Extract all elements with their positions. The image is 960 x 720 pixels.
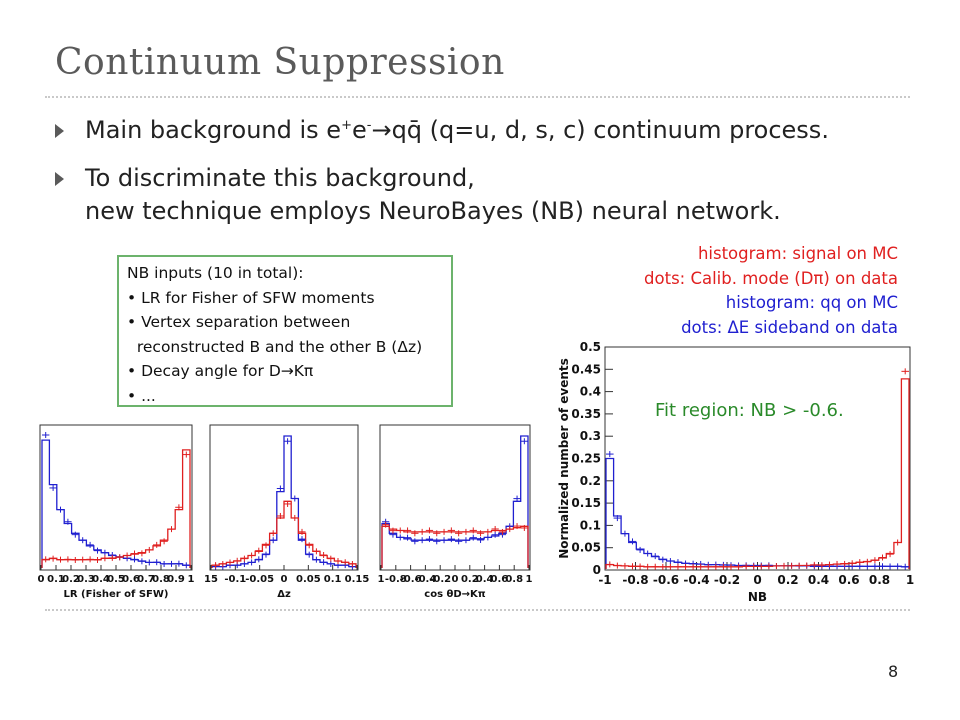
x-tick-label: 0.5	[107, 574, 125, 585]
plot-frame	[604, 346, 911, 571]
nb-input-item: reconstructed B and the other B (Δz)	[127, 337, 423, 356]
y-tick-label: 0.3	[580, 429, 601, 443]
fit-region-label: Fit region: NB > -0.6.	[655, 400, 844, 421]
y-tick-label: 0.5	[580, 340, 601, 354]
background-histogram	[41, 439, 191, 568]
x-tick-label: 0.8	[505, 574, 523, 585]
x-tick-label: 1	[188, 574, 195, 585]
x-tick-label: 0.6	[838, 573, 859, 587]
nb-input-item: • Vertex separation between	[127, 313, 351, 331]
x-tick-label: 15	[204, 574, 218, 585]
y-tick-label: 0.05	[571, 541, 601, 555]
y-tick-label: 0	[593, 563, 601, 577]
small-plot-1: 0 0.10.20.30.40.50.60.70.80.9 1 LR (Fisher …	[38, 424, 195, 600]
x-tick-label: 0.2	[62, 574, 80, 585]
y-tick-label: 0.45	[571, 362, 601, 376]
arrow-right-icon: →	[371, 116, 392, 144]
x-tick-label: 0	[452, 574, 459, 585]
x-axis-label: cos θD→Kπ	[424, 589, 486, 600]
y-tick-label: 0.1	[580, 518, 601, 532]
x-tick-label: 0	[753, 573, 761, 587]
nb-input-item: • Decay angle for D→Kπ	[127, 362, 314, 380]
x-tick-label: -0.8	[385, 574, 407, 585]
nb-plot: 0 0.05 0.1 0.15 0.2 0.25 0.3 0.35 0.4 0.45 0.5 -1 -0…	[557, 340, 914, 604]
x-tick-label: 0.05	[296, 574, 321, 585]
x-tick-label: 0.6	[122, 574, 140, 585]
slide-title: Continuum Suppression	[55, 42, 505, 83]
chart-legend-text: histogram: signal on MC dots: Calib. mod…	[644, 242, 898, 340]
x-tick-label: 0.2	[461, 574, 479, 585]
plot-frame	[379, 424, 531, 571]
x-tick-label: 0.4	[92, 574, 110, 585]
x-tick-label: -0.4	[414, 574, 436, 585]
bullet-text-line1: To discriminate this background,	[85, 164, 475, 192]
x-tick-label: -0.4	[683, 573, 709, 587]
nb-input-item: • LR for Fisher of SFW moments	[127, 288, 375, 307]
nb-inputs-heading: NB inputs (10 in total):	[127, 264, 304, 282]
legend-qq-mc: histogram: qq on MC	[725, 293, 898, 312]
bullet-arrow-icon	[55, 172, 64, 186]
y-tick-label: 0.25	[571, 452, 601, 466]
x-axis-label: Δz	[277, 589, 291, 600]
bullet-arrow-icon	[55, 124, 64, 138]
y-tick-label: 0.2	[580, 474, 601, 488]
nb-input-item: • ...	[127, 386, 156, 405]
small-plot-2: 15 -0.1-0.05 0 0.05 0.1 0.15 Δz	[204, 424, 370, 600]
y-tick-label: 0.15	[571, 496, 601, 510]
x-tick-label: -1	[598, 573, 611, 587]
y-tick-label: 0.4	[580, 385, 601, 399]
x-tick-label: 0.4	[808, 573, 829, 587]
x-tick-label: 1	[378, 574, 385, 585]
x-tick-label: 0.8	[869, 573, 890, 587]
plot-frame	[39, 424, 193, 571]
y-tick-label: 0.35	[571, 407, 601, 421]
x-tick-label: -0.8	[622, 573, 648, 587]
x-tick-label: 0.8	[152, 574, 170, 585]
legend-signal-mc: histogram: signal on MC	[697, 244, 898, 263]
bottom-divider	[45, 609, 910, 611]
x-tick-label: 0.6	[491, 574, 509, 585]
x-tick-label: 0.1	[47, 574, 65, 585]
page-number: 8	[888, 662, 899, 681]
y-axis-label: Normalized number of events	[557, 358, 571, 559]
legend-calib-data: dots: Calib. mode (Dπ) on data	[644, 268, 898, 288]
x-tick-label: -0.1	[224, 574, 246, 585]
x-tick-label: -0.2	[714, 573, 740, 587]
x-tick-label: 0	[38, 574, 45, 585]
x-axis-label: LR (Fisher of SFW)	[64, 589, 169, 600]
x-tick-label: 0.9	[167, 574, 185, 585]
x-tick-label: 0.15	[345, 574, 370, 585]
x-tick-label: 0.4	[476, 574, 494, 585]
x-tick-label: -0.05	[245, 574, 274, 585]
nb-inputs-box: NB inputs (10 in total): • LR for Fisher…	[117, 255, 453, 407]
x-tick-label: -0.6	[653, 573, 679, 587]
x-axis-label: NB	[748, 590, 767, 604]
bullet-text: Main background is e+e-→qq̄ (q=u, d, s, …	[85, 116, 829, 144]
x-tick-label: 0.1	[324, 574, 342, 585]
x-tick-label: 0.2	[777, 573, 798, 587]
x-tick-label: -0.6	[400, 574, 422, 585]
title-divider	[45, 96, 910, 98]
x-tick-label: 1	[906, 573, 914, 587]
x-tick-label: 1	[526, 574, 533, 585]
legend-sideband-data: dots: ΔE sideband on data	[681, 317, 898, 337]
x-tick-label: 0	[281, 574, 288, 585]
bullet-text-line2: new technique employs NeuroBayes (NB) ne…	[85, 197, 781, 225]
x-tick-label: -0.2	[429, 574, 451, 585]
x-tick-label: 0.3	[77, 574, 95, 585]
x-tick-label: 0.7	[137, 574, 155, 585]
